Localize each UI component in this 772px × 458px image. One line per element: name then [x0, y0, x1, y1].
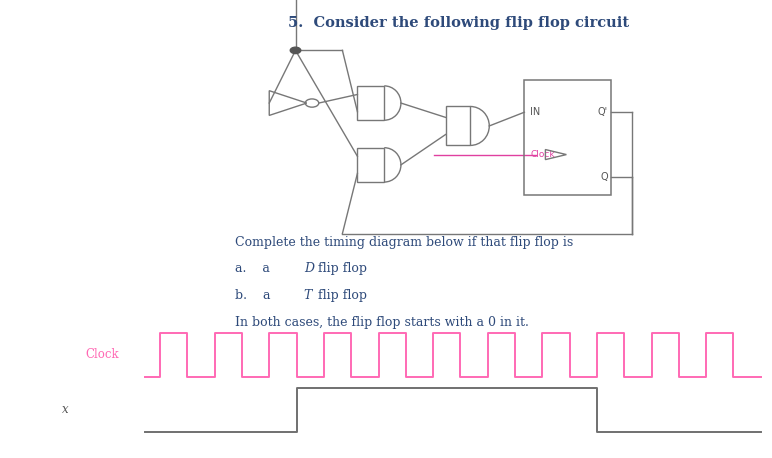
Text: Q': Q': [598, 107, 608, 117]
Text: D: D: [303, 262, 313, 275]
Text: IN: IN: [530, 107, 540, 117]
Text: T: T: [303, 289, 312, 302]
Text: x: x: [62, 403, 68, 416]
Bar: [445, 107, 470, 146]
Bar: [357, 86, 384, 120]
Text: In both cases, the flip flop starts with a 0 in it.: In both cases, the flip flop starts with…: [235, 316, 530, 328]
Bar: [524, 80, 611, 195]
Text: Q: Q: [600, 173, 608, 182]
Bar: [357, 148, 384, 182]
Text: a.    a: a. a: [235, 262, 274, 275]
Circle shape: [290, 47, 301, 54]
Text: Clock: Clock: [86, 349, 119, 361]
Text: Complete the timing diagram below if that flip flop is: Complete the timing diagram below if tha…: [235, 236, 574, 249]
Text: b.    a: b. a: [235, 289, 275, 302]
Text: Clock: Clock: [530, 150, 555, 159]
Text: flip flop: flip flop: [313, 262, 367, 275]
Text: flip flop: flip flop: [313, 289, 367, 302]
Text: 5.  Consider the following flip flop circuit: 5. Consider the following flip flop circ…: [288, 16, 629, 30]
